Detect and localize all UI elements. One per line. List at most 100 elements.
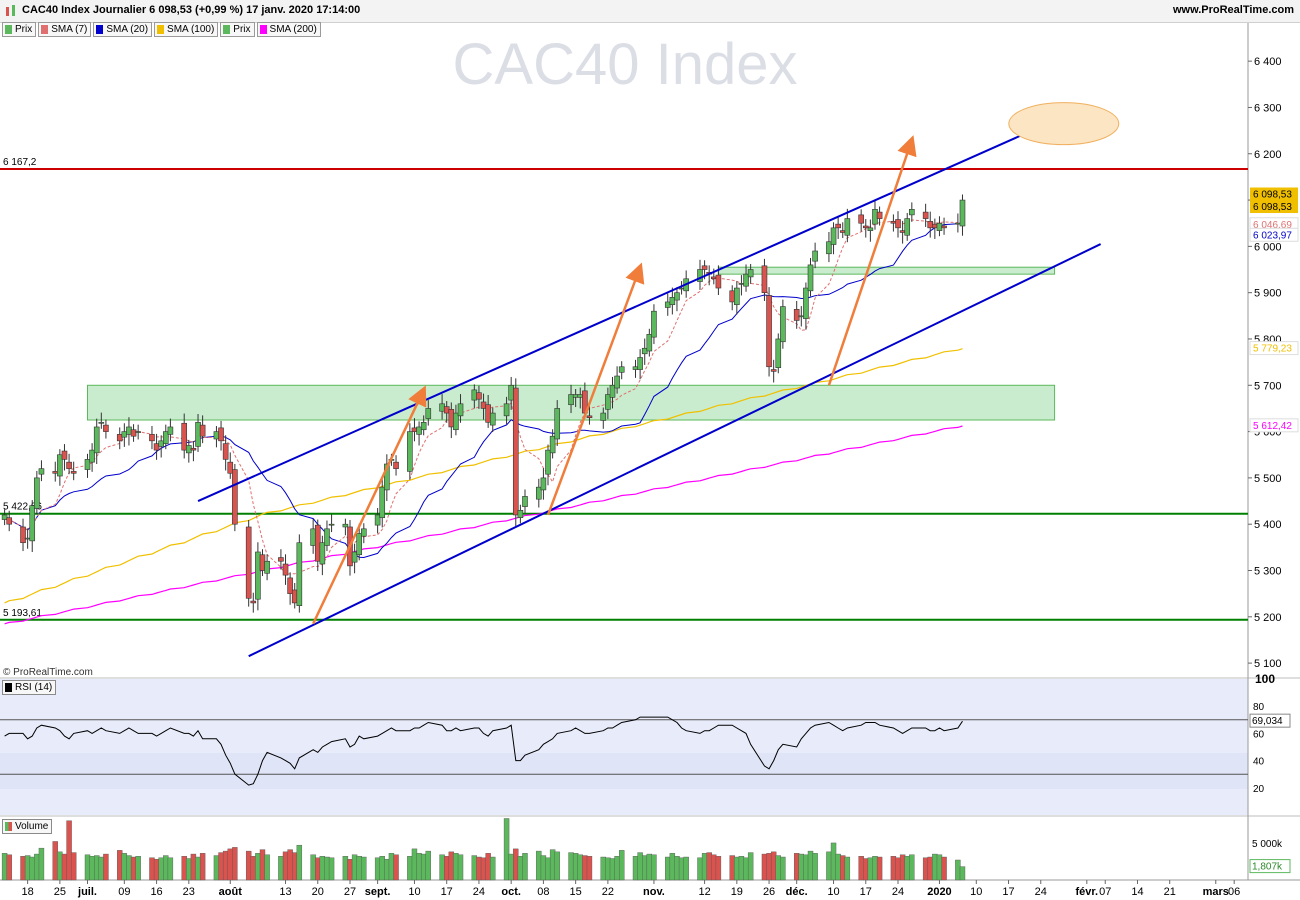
site-url[interactable]: www.ProRealTime.com — [1172, 4, 1294, 16]
volume-bar — [941, 856, 947, 881]
candle — [826, 241, 832, 255]
candle — [480, 401, 487, 409]
candle — [121, 431, 128, 438]
candle — [577, 394, 584, 398]
volume-bar — [94, 855, 100, 881]
candle — [614, 375, 620, 389]
rsi-tick-label: 60 — [1253, 729, 1265, 740]
candle — [314, 524, 321, 562]
volume-bar — [98, 856, 105, 881]
legend-item-sma200[interactable]: SMA (200) — [256, 22, 321, 37]
volume-bar — [29, 856, 35, 881]
volume-bar — [508, 853, 514, 881]
legend-item-price-2[interactable]: Prix — [220, 22, 255, 37]
legend-item-price[interactable]: Prix — [2, 22, 37, 37]
volume-bar — [199, 853, 206, 881]
candle — [158, 440, 164, 447]
copyright: © ProRealTime.com — [3, 667, 93, 678]
volume-bar — [614, 856, 620, 881]
candle — [503, 403, 510, 417]
volume-bar — [899, 854, 906, 881]
candle — [20, 526, 26, 544]
volume-panel-label[interactable]: Volume — [2, 819, 53, 834]
volume-bar — [153, 859, 160, 881]
candle — [770, 369, 777, 372]
volume-bar — [701, 853, 708, 881]
volume-bar — [342, 856, 349, 881]
candle — [278, 557, 284, 562]
candle — [646, 334, 653, 352]
volume-bar — [38, 847, 45, 881]
volume-bar — [471, 855, 478, 881]
volume-bar — [20, 856, 26, 881]
volume-bar — [448, 851, 455, 881]
volume-bar — [324, 856, 330, 881]
candle — [310, 528, 316, 546]
candle — [549, 435, 556, 454]
x-tick-label: 26 — [763, 886, 775, 898]
volume-bar — [315, 857, 321, 881]
volume-bar — [747, 852, 754, 881]
candle — [61, 450, 68, 460]
candle — [664, 301, 671, 308]
volume-bar — [480, 857, 487, 881]
candle — [393, 461, 399, 469]
candle — [729, 290, 736, 303]
candle — [190, 447, 197, 451]
target-zone — [1008, 102, 1120, 146]
candle — [959, 199, 966, 227]
candle — [605, 394, 611, 410]
candle — [379, 486, 386, 519]
volume-bar — [738, 856, 745, 881]
rsi-tick-label: 20 — [1253, 784, 1265, 795]
candle — [508, 384, 514, 401]
y-tick-label: 6 300 — [1254, 102, 1282, 114]
x-tick-label: mars — [1203, 886, 1229, 898]
volume-bar — [568, 852, 574, 881]
rsi-panel-label[interactable]: RSI (14) — [2, 680, 57, 695]
volume-bar — [6, 854, 12, 881]
candle — [250, 600, 257, 604]
volume-swatch-icon — [5, 822, 12, 831]
volume-bar — [605, 857, 611, 881]
sma200-swatch-icon — [259, 25, 267, 34]
candle — [98, 422, 105, 424]
candle — [328, 523, 335, 526]
support-1-label: 5 422,66 — [3, 502, 42, 513]
volume-bar — [296, 844, 303, 881]
x-tick-label: 2020 — [927, 886, 951, 898]
volume-bar — [503, 818, 510, 881]
candle — [126, 426, 132, 435]
channel-upper-line — [197, 113, 1069, 502]
candle — [38, 468, 45, 475]
x-tick-label: 20 — [312, 886, 324, 898]
volume-bar — [540, 855, 547, 881]
legend-item-sma7[interactable]: SMA (7) — [38, 22, 92, 37]
volume-bar — [826, 851, 832, 881]
x-tick-label: 25 — [54, 886, 66, 898]
x-tick-label: 18 — [22, 886, 34, 898]
candle — [747, 269, 754, 278]
candle — [181, 422, 188, 451]
legend-item-sma20[interactable]: SMA (20) — [93, 22, 153, 37]
sma20-line — [4, 221, 963, 559]
volume-bar — [577, 854, 583, 881]
candle — [697, 269, 703, 282]
volume-bar — [310, 854, 316, 881]
legend-item-sma100[interactable]: SMA (100) — [154, 22, 219, 37]
volume-bar — [213, 855, 220, 881]
volume-bar — [52, 841, 58, 881]
volume-bar — [922, 857, 929, 881]
volume-bar — [637, 852, 643, 881]
candle — [858, 214, 864, 224]
candle — [517, 510, 524, 519]
y-tick-label: 6 000 — [1254, 241, 1282, 253]
support-2-label: 5 193,61 — [3, 608, 42, 619]
y-tick-label: 5 900 — [1254, 288, 1282, 300]
sma7-swatch-icon — [41, 25, 49, 34]
volume-bar — [895, 857, 901, 881]
candle — [167, 426, 174, 435]
candle — [862, 225, 869, 229]
y-tick-label: 5 300 — [1254, 566, 1282, 578]
